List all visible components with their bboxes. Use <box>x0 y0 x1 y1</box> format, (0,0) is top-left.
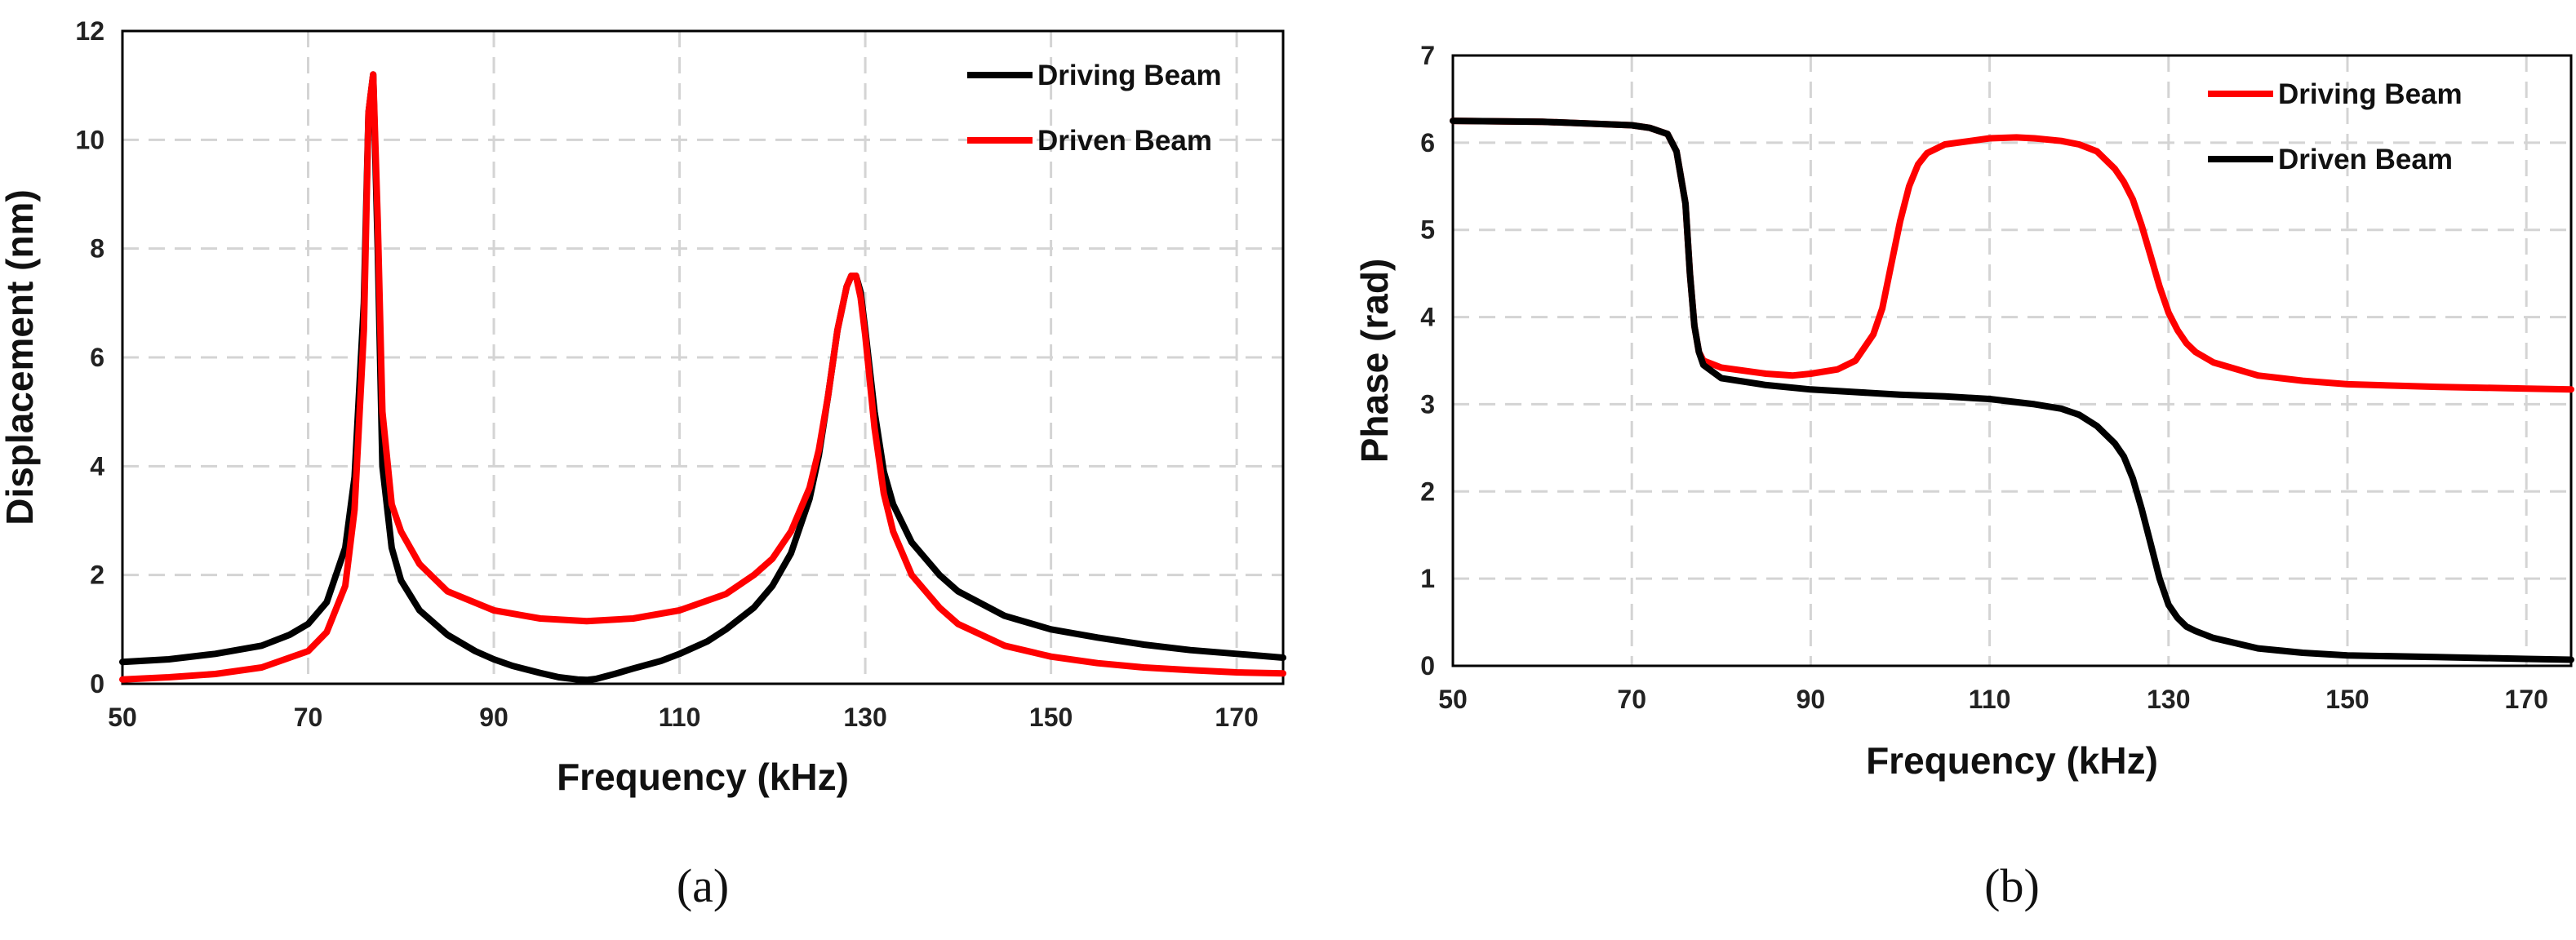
y-tick-label: 3 <box>1420 389 1435 419</box>
x-tick-label: 90 <box>1797 685 1826 714</box>
y-tick-label: 7 <box>1420 41 1435 70</box>
panel-caption: (b) <box>1984 859 2040 912</box>
x-tick-label: 150 <box>2325 685 2369 714</box>
legend: Driving Beam Driven Beam <box>2208 78 2463 175</box>
x-axis-title: Frequency (kHz) <box>557 756 849 798</box>
y-tick-label: 1 <box>1420 564 1435 593</box>
legend-label: Driven Beam <box>1037 125 1212 157</box>
plot-frame <box>1451 54 2573 667</box>
y-axis-title: Phase (rad) <box>1353 259 1396 463</box>
y-tick-label: 6 <box>1420 128 1435 157</box>
y-tick-label: 5 <box>1420 215 1435 245</box>
y-tick-label: 4 <box>90 451 104 481</box>
y-tick-label: 0 <box>90 669 104 698</box>
plot-frame <box>121 29 1285 685</box>
y-tick-label: 12 <box>75 16 104 46</box>
x-tick-label: 170 <box>2505 685 2548 714</box>
panel-caption: (a) <box>677 859 729 912</box>
x-tick-label: 90 <box>479 703 509 732</box>
y-tick-label: 8 <box>90 234 104 264</box>
x-tick-label: 50 <box>1438 685 1468 714</box>
y-tick-label: 0 <box>1420 651 1435 681</box>
legend-label: Driving Beam <box>1037 60 1222 91</box>
x-tick-label: 170 <box>1215 703 1258 732</box>
y-tick-label: 2 <box>1420 477 1435 506</box>
y-tick-label: 4 <box>1420 303 1435 332</box>
x-tick-label: 70 <box>1617 685 1646 714</box>
x-tick-label: 130 <box>2147 685 2190 714</box>
x-tick-label: 130 <box>843 703 886 732</box>
legend-label: Driven Beam <box>2278 144 2453 175</box>
series-line-driven-beam <box>1450 118 2574 663</box>
y-tick-label: 6 <box>90 343 104 372</box>
y-tick-label: 10 <box>75 125 104 154</box>
y-tick-label: 2 <box>90 561 104 590</box>
legend-label: Driving Beam <box>2278 78 2463 110</box>
x-tick-label: 110 <box>1969 685 2011 714</box>
x-tick-label: 110 <box>659 703 701 732</box>
chart-panel-b: 50 70 90 110 130 150 170 0 1 2 3 4 5 6 7 Frequency (kHz… <box>1353 41 2574 912</box>
x-tick-label: 70 <box>294 703 323 732</box>
series-line-driven-beam <box>119 71 1286 683</box>
x-tick-label: 50 <box>108 703 137 732</box>
x-tick-label: 150 <box>1029 703 1073 732</box>
legend: Driving Beam Driven Beam <box>967 60 1222 157</box>
x-axis-title: Frequency (kHz) <box>1866 739 2158 782</box>
chart-panel-a: 50 70 90 110 130 150 170 0 2 4 6 8 10 12 Frequency (kH… <box>0 16 1286 912</box>
y-axis-title: Displacement (nm) <box>0 189 41 525</box>
